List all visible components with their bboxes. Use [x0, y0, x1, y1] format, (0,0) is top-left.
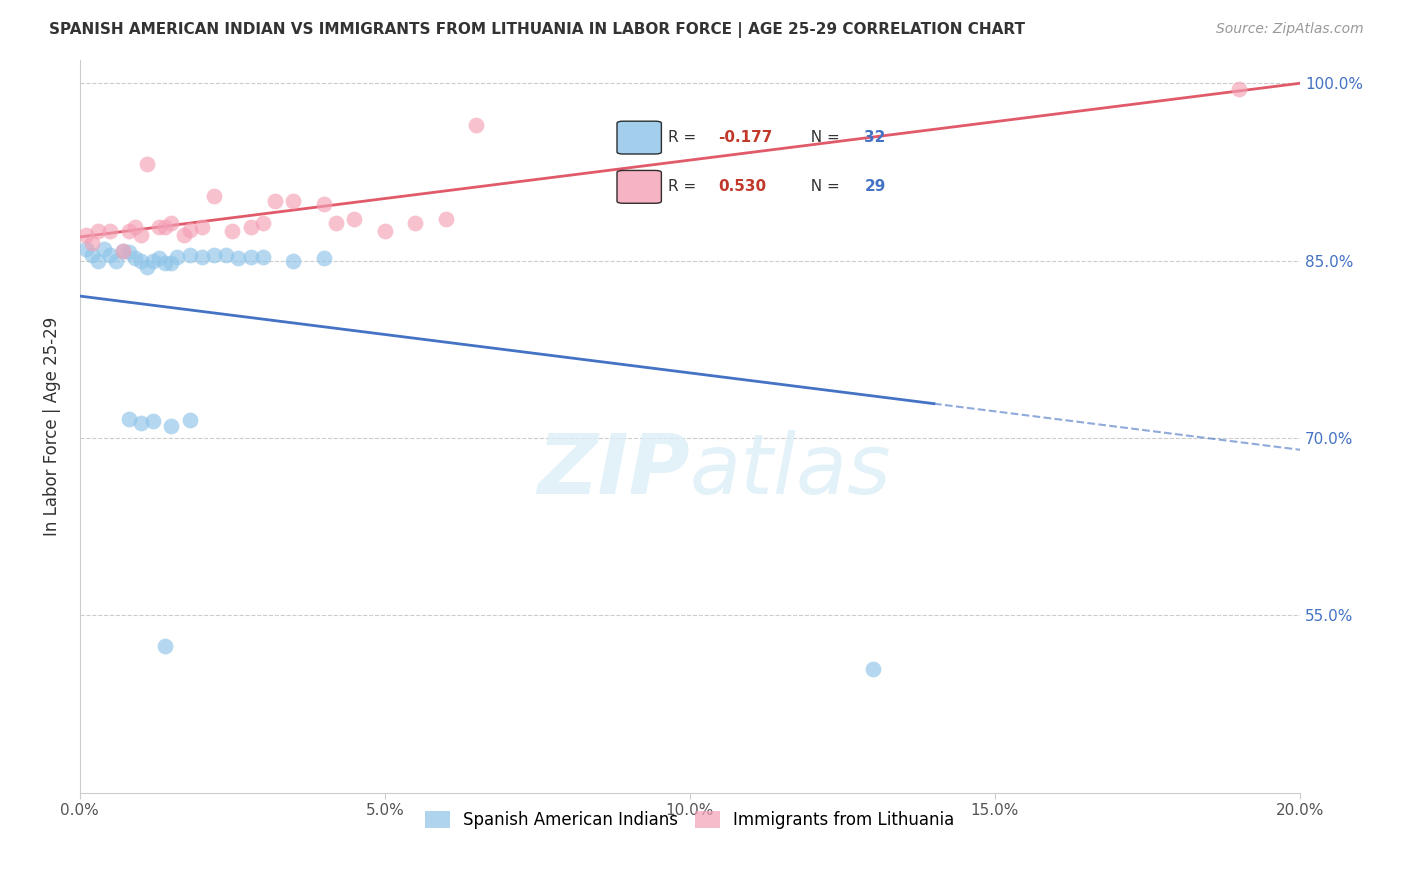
Point — [325, 216, 347, 230]
Point — [202, 248, 225, 262]
Legend: Spanish American Indians, Immigrants from Lithuania: Spanish American Indians, Immigrants fro… — [419, 804, 962, 836]
Point — [465, 118, 488, 132]
Point — [80, 235, 103, 250]
Point — [87, 253, 110, 268]
Point — [155, 639, 177, 653]
Point — [215, 248, 238, 262]
Point — [148, 220, 170, 235]
Point — [118, 224, 141, 238]
Point — [155, 220, 177, 235]
Point — [283, 194, 305, 209]
Point — [160, 256, 183, 270]
Point — [118, 245, 141, 260]
Point — [87, 224, 110, 238]
Text: Source: ZipAtlas.com: Source: ZipAtlas.com — [1216, 22, 1364, 37]
Point — [228, 252, 250, 266]
Point — [142, 253, 165, 268]
Point — [191, 250, 214, 264]
Y-axis label: In Labor Force | Age 25-29: In Labor Force | Age 25-29 — [44, 317, 60, 536]
Point — [252, 216, 274, 230]
Point — [111, 244, 134, 259]
Point — [239, 250, 262, 264]
Point — [100, 248, 122, 262]
Text: ZIP: ZIP — [537, 430, 690, 510]
Point — [136, 156, 159, 170]
Point — [124, 252, 146, 266]
Text: SPANISH AMERICAN INDIAN VS IMMIGRANTS FROM LITHUANIA IN LABOR FORCE | AGE 25-29 : SPANISH AMERICAN INDIAN VS IMMIGRANTS FR… — [49, 22, 1025, 38]
Point — [179, 248, 201, 262]
Point — [160, 419, 183, 434]
Point — [434, 212, 457, 227]
Point — [1227, 82, 1250, 96]
Point — [862, 661, 884, 675]
Point — [312, 252, 335, 266]
Point — [374, 224, 396, 238]
Point — [136, 260, 159, 274]
Point — [100, 224, 122, 238]
Point — [160, 216, 183, 230]
Point — [191, 220, 214, 235]
Point — [129, 227, 152, 242]
Point — [129, 253, 152, 268]
Point — [105, 253, 128, 268]
Point — [404, 216, 426, 230]
Point — [343, 212, 366, 227]
Point — [124, 220, 146, 235]
Point — [252, 250, 274, 264]
Point — [129, 416, 152, 430]
Point — [166, 250, 188, 264]
Point — [80, 248, 103, 262]
Point — [118, 412, 141, 426]
Point — [179, 223, 201, 237]
Point — [142, 414, 165, 428]
Point — [283, 253, 305, 268]
Point — [239, 220, 262, 235]
Point — [312, 197, 335, 211]
Point — [202, 188, 225, 202]
Point — [155, 256, 177, 270]
Point — [75, 242, 97, 256]
Point — [264, 194, 287, 209]
Point — [173, 227, 195, 242]
Point — [93, 242, 115, 256]
Point — [179, 413, 201, 427]
Point — [148, 252, 170, 266]
Point — [111, 244, 134, 259]
Text: atlas: atlas — [690, 430, 891, 510]
Point — [75, 227, 97, 242]
Point — [221, 224, 243, 238]
